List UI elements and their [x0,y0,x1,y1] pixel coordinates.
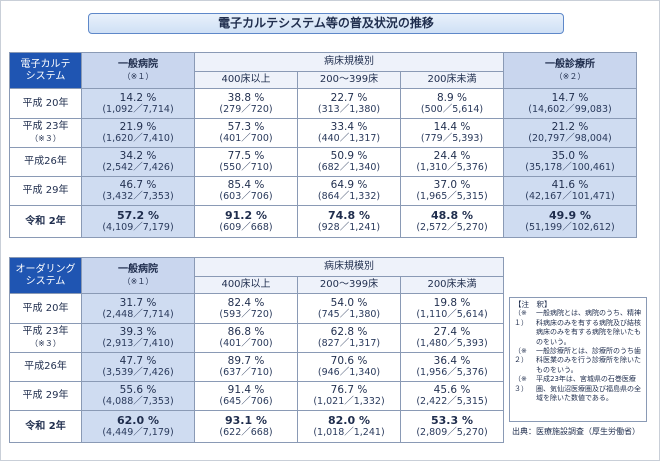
cell-b200: 76.7 % (1,021／1,332) [297,381,401,411]
cell-b400: 91.4 % (645／706) [194,381,298,411]
row-year-label: 平成26年 [9,147,82,177]
cell-b200: 50.9 % (682／1,340) [297,147,401,177]
cell-b200: 33.4 % (440／1,317) [297,118,401,148]
cell-general: 62.0 % (4,449／7,179) [81,410,195,443]
order-col-lt200: 200床未満 [400,276,504,294]
table-row: 令和 2年 62.0 % (4,449／7,179) 93.1 % (622／668) 8… [9,410,504,443]
emr-col-general: 一般病院 （※１） [81,52,195,89]
cell-b400: 85.4 % (603／706) [194,176,298,206]
row-year-label: 平成 29年 [9,381,82,411]
cell-blt200: 53.3 % (2,809／5,270) [400,410,504,443]
cell-general: 31.7 % (2,448／7,714) [81,293,195,324]
table-row: 令和 2年 57.2 % (4,109／7,179) 91.2 % (609／668) 7… [9,205,637,238]
cell-blt200: 14.4 % (779／5,393) [400,118,504,148]
cell-general: 14.2 % (1,092／7,714) [81,88,195,119]
cell-clinic: 41.6 % (42,167／101,471) [503,176,637,206]
cell-b400: 93.1 % (622／668) [194,410,298,443]
cell-b200: 62.8 % (827／1,317) [297,323,401,353]
emr-col-200-399: 200〜399床 [297,71,401,89]
cell-blt200: 24.4 % (1,310／5,376) [400,147,504,177]
cell-b400: 57.3 % (401／700) [194,118,298,148]
cell-general: 21.9 % (1,620／7,410) [81,118,195,148]
cell-b400: 38.8 % (279／720) [194,88,298,119]
cell-b200: 64.9 % (864／1,332) [297,176,401,206]
cell-blt200: 27.4 % (1,480／5,393) [400,323,504,353]
cell-blt200: 8.9 % (500／5,614) [400,88,504,119]
table-row: 平成26年 34.2 % (2,542／7,426) 77.5 % (550／710) 5… [9,147,637,177]
cell-general: 39.3 % (2,913／7,410) [81,323,195,353]
order-system-label: オーダリング システム [9,257,82,294]
row-year-label: 平成 23年 （※３） [9,323,82,353]
emr-col-bed-scale: 病床規模別 [194,52,504,72]
cell-clinic: 35.0 % (35,178／100,461) [503,147,637,177]
emr-col-clinic: 一般診療所 （※２） [503,52,637,89]
table-row: 平成 23年 （※３） 39.3 % (2,913／7,410) 86.8 % (401／… [9,323,504,353]
table-row: 平成 29年 46.7 % (3,432／7,353) 85.4 % (603／706)… [9,176,637,206]
page-title: 電子カルテシステム等の普及状況の推移 [88,13,564,34]
cell-b200: 70.6 % (946／1,340) [297,352,401,382]
cell-blt200: 37.0 % (1,965／5,315) [400,176,504,206]
table-row: 平成 23年 （※３） 21.9 % (1,620／7,410) 57.3 % (401／… [9,118,637,148]
row-year-label: 令和 2年 [9,410,82,443]
row-year-label: 平成 20年 [9,293,82,324]
row-year-label: 令和 2年 [9,205,82,238]
notes-box: 【注 釈】 （※１） 一般病院とは、病院のうち、精神科病床のみを有する病院及び結核… [509,297,647,422]
cell-b200: 54.0 % (745／1,380) [297,293,401,324]
cell-blt200: 45.6 % (2,422／5,315) [400,381,504,411]
row-year-label: 平成 23年 （※３） [9,118,82,148]
cell-blt200: 19.8 % (1,110／5,614) [400,293,504,324]
cell-general: 55.6 % (4,088／7,353) [81,381,195,411]
row-year-label: 平成26年 [9,352,82,382]
table-row: 平成26年 47.7 % (3,539／7,426) 89.7 % (637／710) 7… [9,352,504,382]
table-row: 平成 29年 55.6 % (4,088／7,353) 91.4 % (645／706)… [9,381,504,411]
cell-b400: 89.7 % (637／710) [194,352,298,382]
cell-blt200: 36.4 % (1,956／5,376) [400,352,504,382]
source-citation: 出典：医療施設調査（厚生労働省） [512,427,640,436]
cell-general: 47.7 % (3,539／7,426) [81,352,195,382]
table-row: 平成 20年 31.7 % (2,448／7,714) 82.4 % (593／720)… [9,293,504,324]
cell-general: 34.2 % (2,542／7,426) [81,147,195,177]
cell-b200: 22.7 % (313／1,380) [297,88,401,119]
cell-clinic: 14.7 % (14,602／99,083) [503,88,637,119]
cell-general: 46.7 % (3,432／7,353) [81,176,195,206]
emr-col-400: 400床以上 [194,71,298,89]
cell-blt200: 48.8 % (2,572／5,270) [400,205,504,238]
order-col-200-399: 200〜399床 [297,276,401,294]
cell-b400: 91.2 % (609／668) [194,205,298,238]
order-col-400: 400床以上 [194,276,298,294]
notes-heading: 【注 釈】 [514,300,552,309]
cell-general: 57.2 % (4,109／7,179) [81,205,195,238]
cell-b400: 82.4 % (593／720) [194,293,298,324]
row-year-label: 平成 20年 [9,88,82,119]
note-item: （※２） 一般診療所とは、診療所のうち歯科医業のみを行う診療所を除いたものをいう。 [514,347,641,374]
order-col-bed-scale: 病床規模別 [194,257,504,277]
cell-b400: 77.5 % (550／710) [194,147,298,177]
ordering-adoption-table: オーダリング システム 一般病院 （※１） 病床規模別 400床以上 200〜399… [9,257,504,443]
cell-b400: 86.8 % (401／700) [194,323,298,353]
cell-b200: 82.0 % (1,018／1,241) [297,410,401,443]
emr-col-lt200: 200床未満 [400,71,504,89]
order-col-general: 一般病院 （※１） [81,257,195,294]
note-item: （※３） 平成23年は、宮城県の石巻医療圏、気仙沼医療圏及び福島県の全域を除いた数… [514,375,641,403]
cell-clinic: 21.2 % (20,797／98,004) [503,118,637,148]
cell-b200: 74.8 % (928／1,241) [297,205,401,238]
row-year-label: 平成 29年 [9,176,82,206]
note-item: （※１） 一般病院とは、病院のうち、精神科病床のみを有する病院及び結核病床のみを有… [514,309,641,346]
cell-clinic: 49.9 % (51,199／102,612) [503,205,637,238]
emr-adoption-table: 電子カルテ システム 一般病院 （※１） 病床規模別 一般診療所 （※２） 400床以… [9,52,637,238]
table-row: 平成 20年 14.2 % (1,092／7,714) 38.8 % (279／720)… [9,88,637,119]
emr-system-label: 電子カルテ システム [9,52,82,89]
